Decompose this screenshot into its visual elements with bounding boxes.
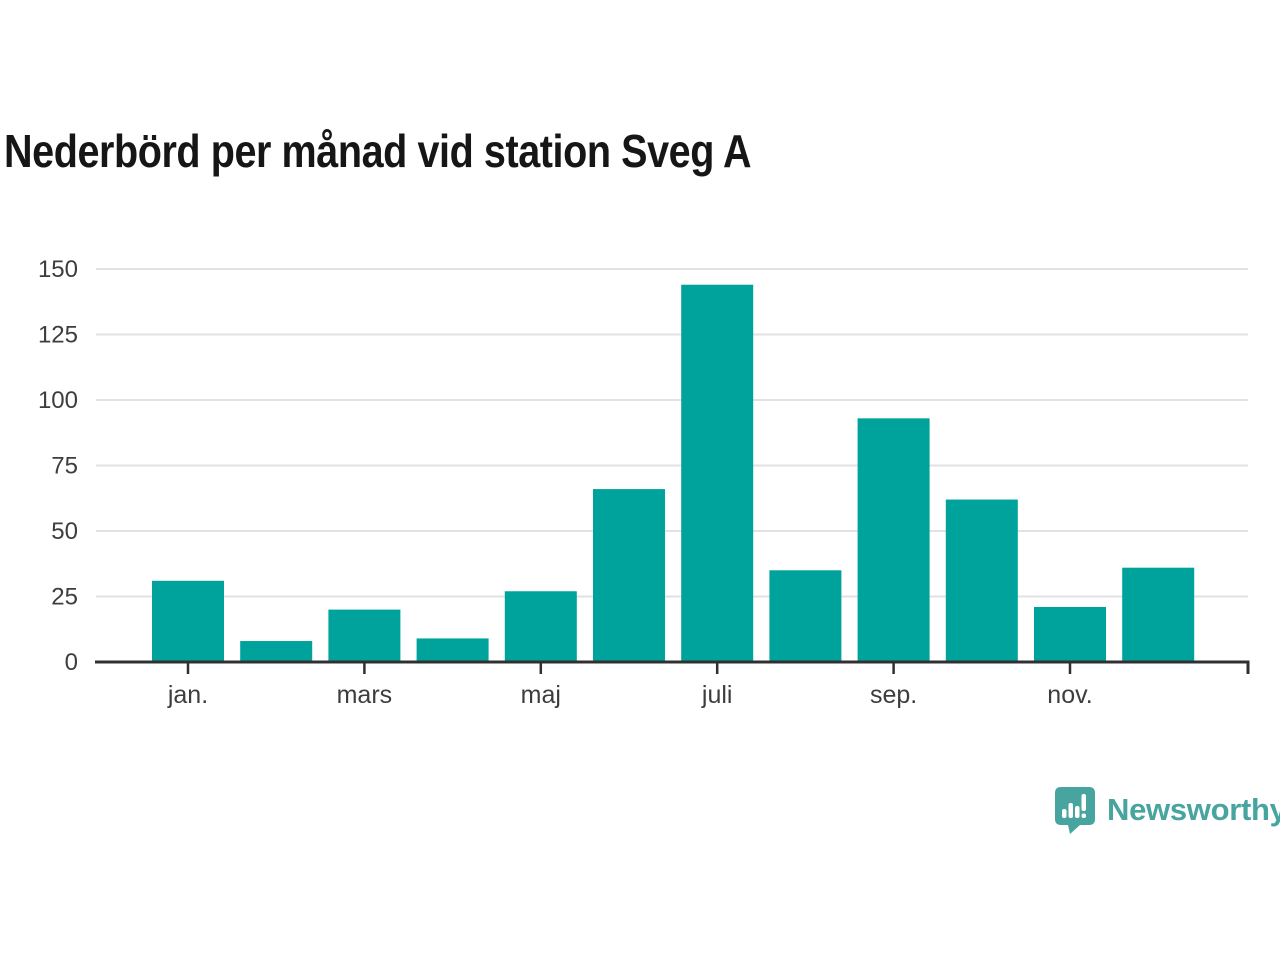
bar-maj <box>504 591 577 662</box>
x-axis-label-jan: jan. <box>167 681 208 709</box>
bar-dec <box>1122 567 1195 662</box>
bar-juli <box>681 284 754 662</box>
icon-bar-3 <box>1075 806 1080 818</box>
y-axis-label-125: 125 <box>38 322 78 349</box>
page-title: Nederbörd per månad vid station Sveg A <box>4 125 752 177</box>
x-axis-label-nov: nov. <box>1047 681 1092 709</box>
icon-bar-2 <box>1068 803 1073 818</box>
x-axis-label-maj: maj <box>521 681 561 709</box>
icon-exclamation-dot <box>1081 813 1086 818</box>
y-axis-label-150: 150 <box>38 256 78 283</box>
bar-aug <box>769 570 842 662</box>
bar-jan <box>152 580 224 662</box>
y-axis-label-100: 100 <box>38 387 78 414</box>
icon-bar-1 <box>1062 809 1067 818</box>
y-axis-label-0: 0 <box>65 649 78 676</box>
bar-okt <box>945 499 1018 662</box>
y-axis-label-50: 50 <box>51 518 78 545</box>
icon-exclamation-line <box>1081 794 1086 811</box>
bar-feb <box>240 641 313 662</box>
bar-mars <box>328 609 401 662</box>
newsworthy-speech-bubble-icon <box>1055 787 1095 834</box>
bar-apr <box>416 638 489 662</box>
newsworthy-logo-text: Newsworthy <box>1107 792 1280 827</box>
y-axis-label-75: 75 <box>51 453 78 480</box>
x-axis-label-mars: mars <box>337 681 393 709</box>
newsworthy-logo: Newsworthy <box>1054 786 1280 834</box>
bar-sep <box>857 418 930 662</box>
x-axis-label-sep: sep. <box>870 681 917 709</box>
x-axis-label-juli: juli <box>701 681 733 709</box>
bar-juni <box>593 489 665 662</box>
y-axis-label-25: 25 <box>51 584 78 611</box>
bar-nov <box>1034 606 1106 662</box>
